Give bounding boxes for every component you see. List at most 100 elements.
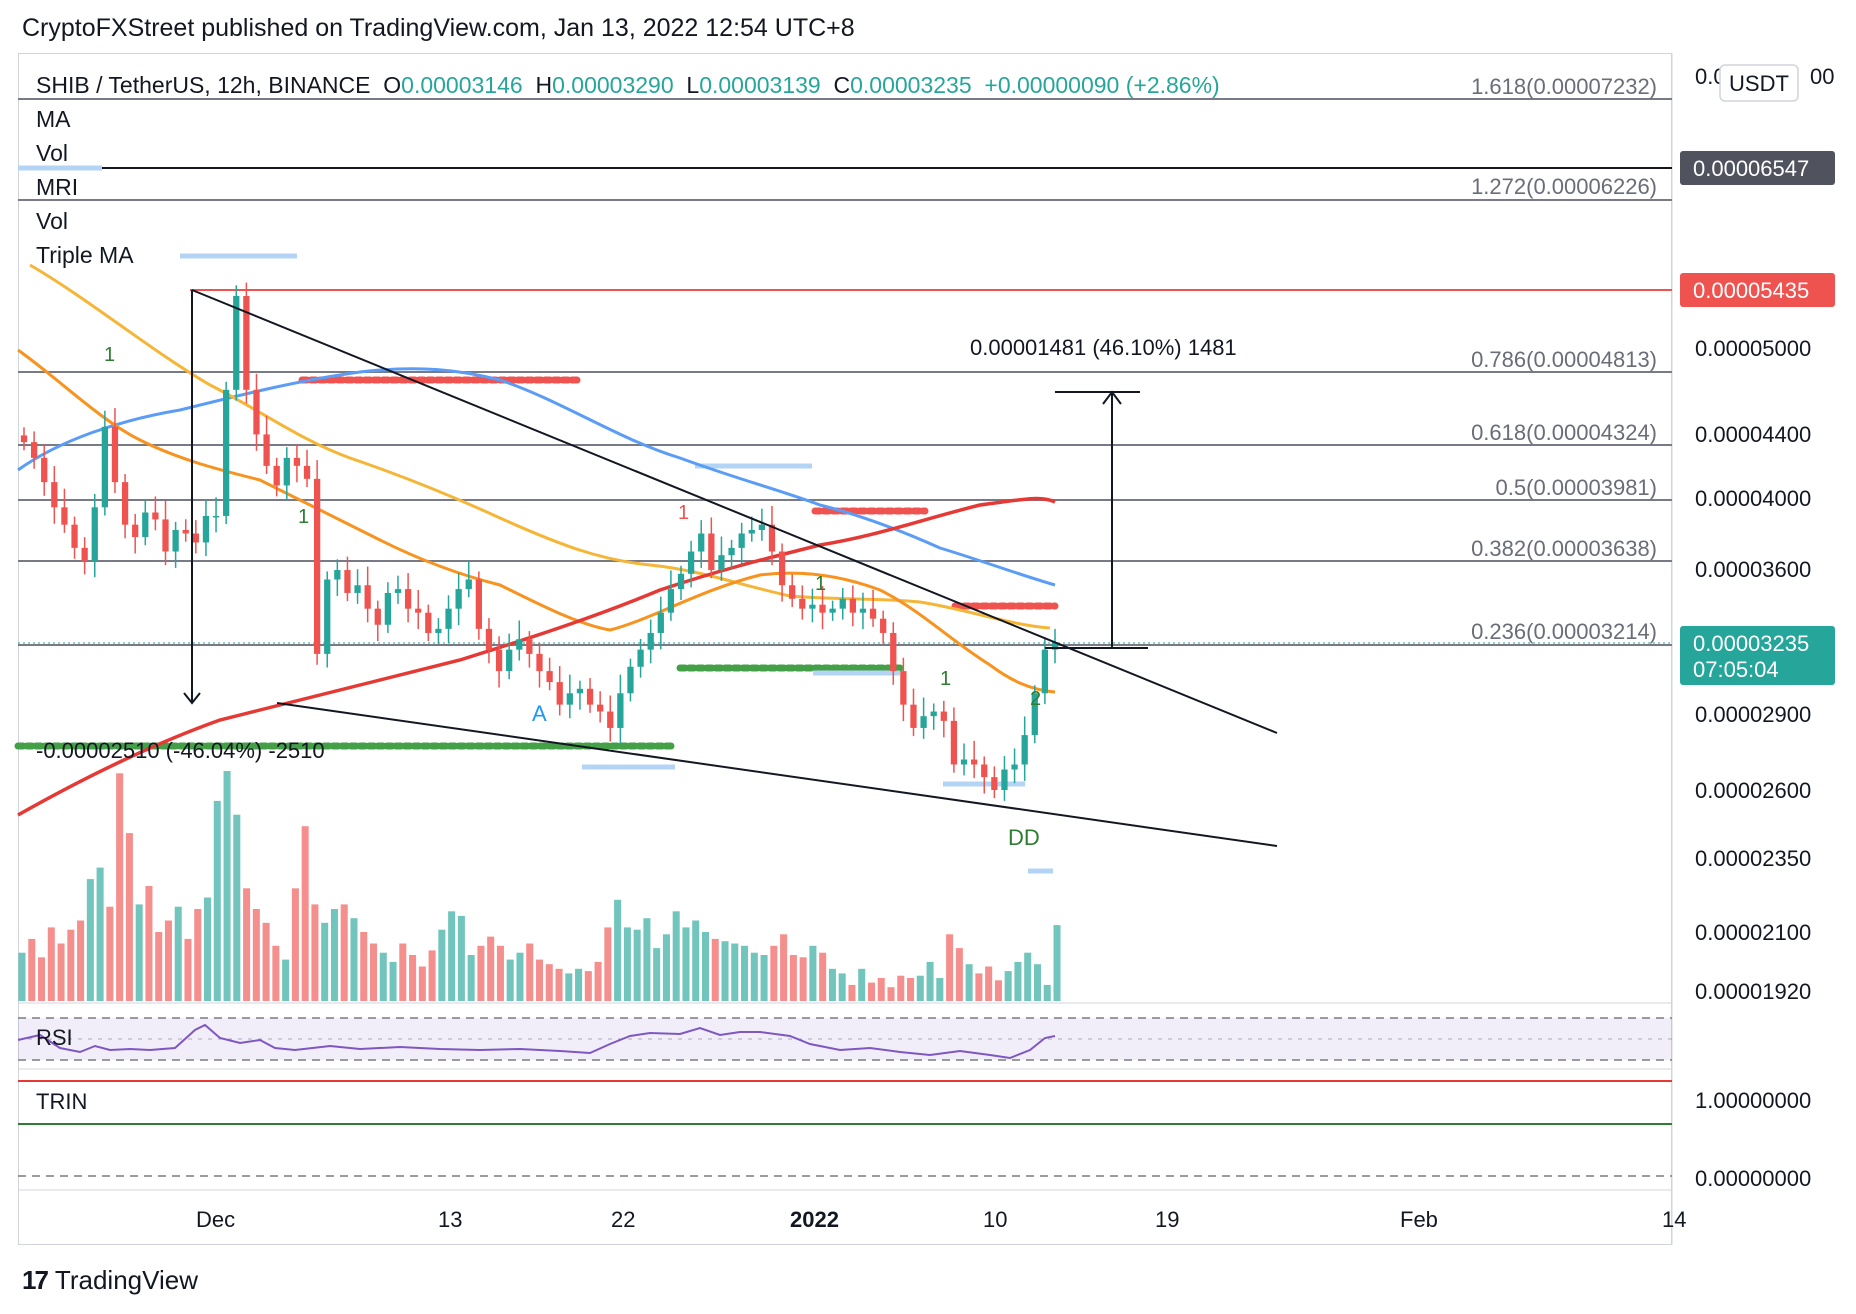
candle-body	[637, 649, 644, 667]
candle-body	[364, 585, 371, 609]
time-label: 2022	[790, 1207, 839, 1232]
symbol-title: SHIB / TetherUS, 12h, BINANCE	[36, 72, 371, 98]
price-tick: 0.00001920	[1695, 979, 1811, 1004]
volume-bar	[28, 938, 36, 1001]
candle-body	[890, 632, 897, 672]
candle-body	[334, 570, 341, 580]
fib-label-0786: 0.786(0.00004813)	[1471, 347, 1657, 372]
indicator-vol-2[interactable]: Vol	[36, 208, 68, 234]
volume-bar	[409, 955, 417, 1001]
price-axis[interactable]: 0.0 00 0.00005000 0.00004400 0.00004000 …	[1695, 64, 1834, 1191]
volume-bar	[1004, 971, 1012, 1001]
candle-body	[152, 512, 159, 520]
candle-body	[799, 598, 806, 609]
candle-body	[960, 759, 968, 765]
volume-bar	[252, 909, 260, 1001]
volume-bar	[155, 932, 163, 1001]
volume-bar	[809, 945, 817, 1001]
badge-dark: 0.00006547	[1693, 156, 1809, 181]
volume-bar	[360, 932, 368, 1001]
volume-bar	[838, 973, 846, 1001]
volume-bar	[877, 978, 885, 1001]
volume-bar	[526, 943, 534, 1001]
candle-body	[1021, 735, 1028, 765]
volume-bar	[340, 904, 348, 1001]
volume-bar	[330, 909, 338, 1001]
volume-bar	[438, 929, 446, 1001]
measure-arrows[interactable]	[183, 390, 1148, 705]
candle-body	[950, 720, 958, 765]
volume-bar	[975, 973, 983, 1001]
candle-body	[81, 547, 88, 561]
candle-body	[30, 442, 38, 458]
volume-bar	[575, 968, 583, 1001]
volume-bar	[1043, 984, 1051, 1001]
candle-body	[627, 666, 634, 694]
price-tick: 0.00004000	[1695, 486, 1811, 511]
candle-body	[1031, 693, 1038, 736]
candle-body	[859, 608, 867, 613]
trin-tick: 0.00000000	[1695, 1166, 1811, 1191]
candle-body	[212, 515, 220, 518]
indicator-vol[interactable]: Vol	[36, 140, 68, 166]
candle-body	[253, 389, 260, 435]
candle-body	[849, 598, 856, 613]
candle-body	[869, 608, 877, 619]
volume-bar	[584, 971, 592, 1001]
volume-bar	[887, 987, 895, 1001]
volume-bar	[741, 945, 749, 1001]
symbol-legend[interactable]: SHIB / TetherUS, 12h, BINANCE O0.0000314…	[36, 72, 1220, 98]
tradingview-logo[interactable]: 17 TradingView	[22, 1265, 198, 1296]
candle-body	[677, 573, 685, 590]
currency-button-label: USDT	[1729, 71, 1789, 96]
volume-bar	[789, 955, 797, 1001]
currency-button[interactable]: USDT	[1719, 64, 1799, 102]
candle-body	[415, 608, 422, 613]
count-1-c: 1	[678, 502, 689, 524]
time-axis[interactable]: Dec 13 22 2022 10 19 Feb 14	[196, 1207, 1686, 1232]
candle-body	[20, 435, 28, 443]
candle-body	[566, 693, 573, 705]
volume-bar	[819, 952, 827, 1001]
indicator-mri[interactable]: MRI	[36, 174, 79, 200]
volume-bar	[770, 945, 778, 1001]
candle-body	[71, 524, 78, 548]
candle-body	[475, 579, 482, 629]
candle-body	[708, 533, 715, 571]
indicator-triple-ma[interactable]: Triple MA	[36, 242, 134, 268]
pane-separators	[18, 53, 1673, 1245]
volume-bar	[457, 915, 465, 1001]
volume-bar	[194, 909, 202, 1001]
measure-up-label: 0.00001481 (46.10%) 1481	[970, 335, 1237, 360]
volume-bar	[907, 978, 915, 1001]
trend-lines[interactable]	[191, 289, 1278, 847]
candle-body	[162, 519, 169, 552]
candle-body	[445, 608, 452, 629]
price-tick: 0.00002100	[1695, 920, 1811, 945]
volume-bar	[233, 814, 241, 1001]
count-1-d: 1	[815, 573, 826, 595]
volume-bar	[848, 984, 856, 1001]
candle-body	[233, 295, 240, 390]
candle-body	[263, 434, 270, 466]
fibonacci-retracement[interactable]	[18, 98, 1672, 646]
volume-bar	[555, 968, 563, 1001]
candle-body	[455, 589, 462, 609]
volume-bar	[350, 918, 358, 1001]
time-label: 10	[983, 1207, 1007, 1232]
volume-bar	[467, 955, 475, 1001]
time-label: Dec	[196, 1207, 235, 1232]
time-label: Feb	[1400, 1207, 1438, 1232]
candle-body	[91, 507, 98, 561]
candle-body	[374, 608, 381, 625]
candle-body	[223, 389, 230, 516]
volume-bar	[936, 978, 944, 1001]
volume-bar	[243, 888, 251, 1001]
close-value: 0.00003235	[850, 72, 972, 98]
indicator-ma[interactable]: MA	[36, 106, 71, 132]
volume-bar	[731, 943, 739, 1001]
volume-bar	[145, 886, 153, 1001]
candle-body	[111, 426, 119, 483]
candle-body	[182, 529, 189, 534]
